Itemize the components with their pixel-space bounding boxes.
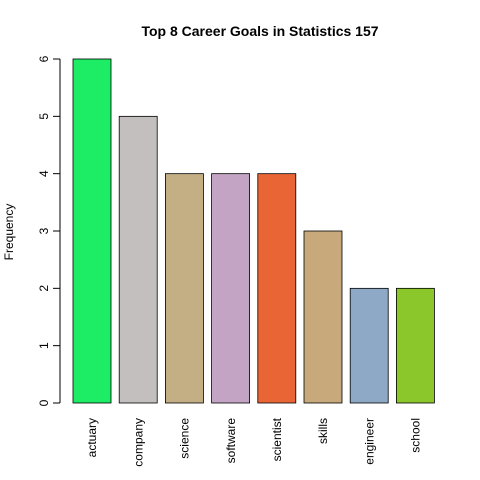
bar-actuary [72,58,112,404]
y-tick-label-4: 4 [37,170,51,177]
y-tick-label-2: 2 [37,285,51,292]
x-axis-labels: actuary company science software scientist sk… [85,417,422,466]
y-tick-label-0: 0 [37,399,51,406]
x-tick-label-school: school [409,418,423,453]
x-tick-label-skills: skills [316,418,330,444]
y-tick-label-6: 6 [37,55,51,62]
bars-group [72,58,435,404]
y-tick-label-3: 3 [37,227,51,234]
y-axis: 0 1 2 3 4 5 6 [37,55,61,406]
bar-scientist [257,173,297,404]
y-tick-label-1: 1 [37,342,51,349]
x-tick-label-software: software [224,418,238,464]
bar-company [118,115,158,404]
bar-science [164,173,204,404]
bar-skills [303,230,343,404]
chart-title: Top 8 Career Goals in Statistics 157 [141,23,378,39]
bar-software [211,173,251,404]
x-tick-label-actuary: actuary [85,418,99,457]
y-axis-title: Frequency [2,204,16,261]
x-tick-label-company: company [131,418,145,467]
bar-engineer [349,287,389,404]
y-tick-label-5: 5 [37,113,51,120]
bar-school [395,287,435,404]
x-tick-label-science: science [178,418,192,459]
x-tick-label-engineer: engineer [362,418,376,465]
x-tick-label-scientist: scientist [270,417,284,461]
